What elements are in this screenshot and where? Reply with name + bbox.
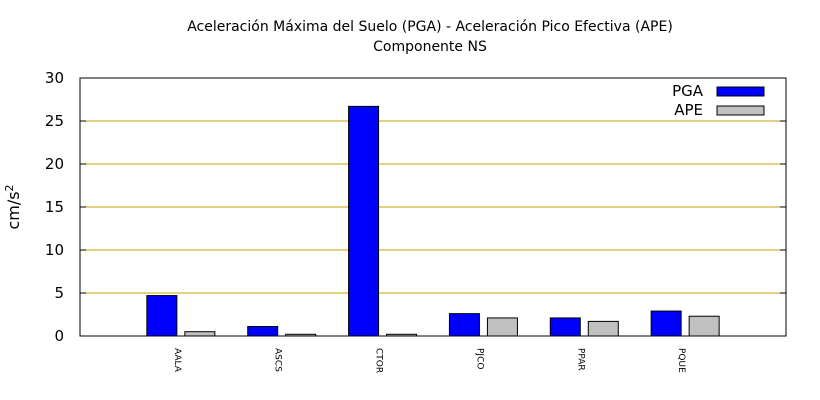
x-tick-label: PQUE: [676, 348, 686, 373]
legend-swatch: [716, 86, 765, 97]
bars: [146, 105, 720, 337]
bar-ape: [688, 315, 720, 337]
y-tick-label: 15: [45, 198, 64, 216]
y-axis-label-exponent: 2: [3, 184, 16, 191]
y-axis-ticks: 0 5 10 15 20 25 30: [45, 69, 786, 345]
bar-pga: [650, 310, 682, 337]
bar-pga: [348, 105, 380, 337]
x-tick-label: PJCO: [474, 348, 484, 369]
x-tick-label: ASCS: [273, 348, 283, 372]
x-tick-label: AALA: [172, 348, 182, 373]
legend-label: PGA: [672, 82, 704, 100]
bar-pga: [549, 317, 581, 337]
chart-title: Aceleración Máxima del Suelo (PGA) - Ace…: [187, 19, 673, 35]
y-tick-label: 25: [45, 112, 64, 130]
legend-label: APE: [674, 101, 703, 119]
x-axis-labels: AALA ASCS CTOR PJCO PPAR PQUE: [172, 348, 686, 373]
y-axis-label: cm/s2: [3, 184, 23, 229]
x-tick-label: CTOR: [374, 348, 384, 373]
legend-swatch: [716, 105, 765, 116]
bar-pga: [448, 313, 480, 337]
y-tick-label: 30: [45, 69, 64, 87]
y-axis-label-unit: cm/s: [4, 191, 23, 229]
y-tick-label: 10: [45, 241, 64, 259]
bar-ape: [184, 331, 216, 337]
chart-subtitle: Componente NS: [373, 39, 487, 55]
y-tick-label: 20: [45, 155, 64, 173]
bar-ape: [587, 320, 619, 337]
grid-lines: [80, 120, 786, 294]
bar-ape: [486, 317, 518, 337]
y-tick-label: 5: [54, 284, 64, 302]
y-tick-label: 0: [54, 327, 64, 345]
bar-pga: [247, 326, 279, 337]
x-tick-label: PPAR: [575, 348, 585, 371]
bar-pga: [146, 295, 178, 337]
